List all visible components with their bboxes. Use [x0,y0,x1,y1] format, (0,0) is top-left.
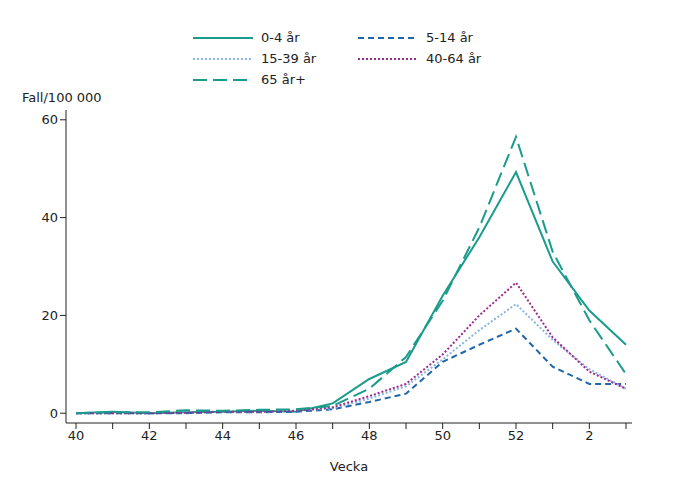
html-text:15-39 år: 15-39 år [261,51,317,66]
svg-text:50: 50 [434,428,451,443]
html-text:0-4 år: 0-4 år [261,30,300,45]
html-text:40-64 år: 40-64 år [426,51,482,66]
svg-text:40: 40 [41,210,58,225]
svg-text:48: 48 [361,428,378,443]
svg-text:2: 2 [585,428,593,443]
html-text:Fall/100 000: Fall/100 000 [22,90,102,105]
html-text:65 år+: 65 år+ [261,72,306,87]
svg-text:52: 52 [508,428,525,443]
svg-text:Vecka: Vecka [330,459,368,474]
svg-text:40: 40 [68,428,85,443]
svg-text:42: 42 [141,428,158,443]
svg-text:44: 44 [214,428,231,443]
html-text:5-14 år: 5-14 år [426,30,473,45]
svg-text:46: 46 [288,428,305,443]
svg-text:0: 0 [50,406,58,421]
svg-text:60: 60 [41,112,58,127]
svg-text:20: 20 [41,308,58,323]
